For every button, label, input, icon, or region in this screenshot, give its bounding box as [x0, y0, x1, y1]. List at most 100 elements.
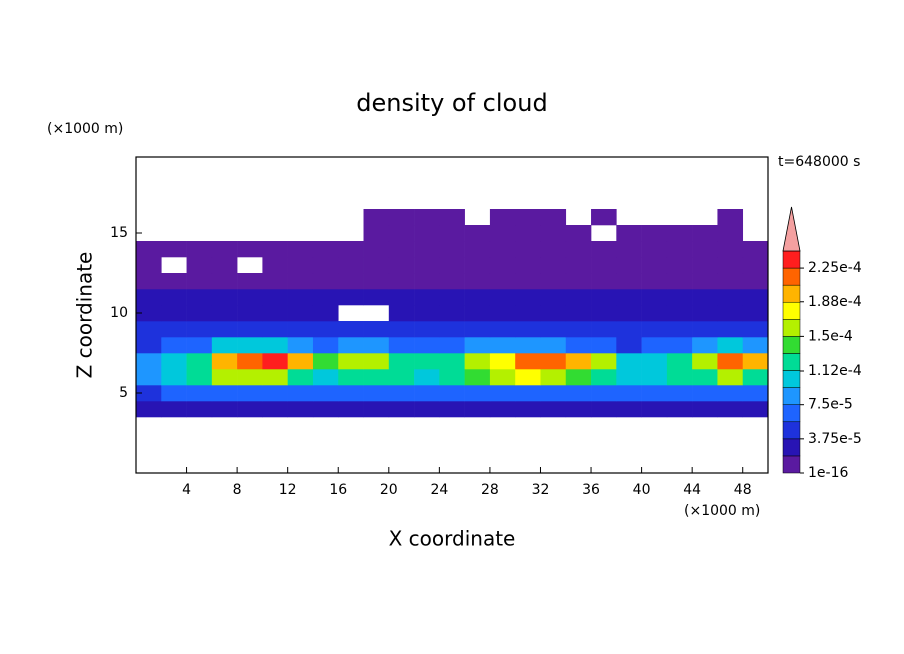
contour-cell [540, 209, 567, 226]
x-tick-label: 48 [734, 482, 752, 498]
contour-cell [388, 337, 415, 354]
contour-cell [464, 337, 491, 354]
contour-cell [540, 321, 567, 338]
contour-cell [338, 337, 364, 354]
contour-cell [489, 337, 516, 354]
plot-frame [135, 156, 769, 474]
contour-cell [565, 401, 592, 418]
contour-cell [641, 305, 668, 322]
x-tick-label: 4 [182, 482, 191, 498]
x-tick-label: 16 [329, 482, 347, 498]
contour-cell [692, 385, 718, 402]
contour-cell [641, 321, 668, 338]
contour-cell [616, 337, 642, 354]
contour-cell [717, 257, 744, 274]
x-tick-label: 40 [633, 482, 651, 498]
contour-cell [616, 369, 642, 386]
contour-cell [136, 305, 162, 322]
contour-cell [717, 337, 744, 354]
contour-cell [262, 337, 288, 354]
contour-cell [717, 305, 744, 322]
contour-cell [211, 385, 238, 402]
contour-cell [262, 241, 288, 258]
contour-cell [692, 225, 718, 242]
contour-cell [237, 289, 263, 306]
contour-cell [540, 273, 567, 290]
contour-cell [262, 321, 288, 338]
contour-cell [186, 385, 213, 402]
contour-cell [565, 337, 592, 354]
contour-cell [591, 209, 617, 226]
contour-cell [666, 401, 693, 418]
contour-cell [464, 305, 491, 322]
colorbar-tick-label: 1.12e-4 [808, 363, 862, 379]
contour-cell [388, 385, 415, 402]
contour-cell [414, 321, 440, 338]
contour-cell [464, 241, 491, 258]
contour-cell [641, 369, 668, 386]
contour-cell [312, 321, 339, 338]
y-tick-label: 10 [110, 305, 128, 321]
colorbar-over [782, 206, 801, 252]
contour-cell [515, 289, 541, 306]
colorbar-band [782, 301, 801, 320]
contour-cell [591, 353, 617, 370]
contour-cell [717, 321, 744, 338]
contour-cell [717, 241, 744, 258]
contour-cell [540, 289, 567, 306]
y-tick-label: 15 [110, 225, 128, 241]
contour-cell [338, 241, 364, 258]
contour-cell [742, 337, 769, 354]
contour-cell [641, 257, 668, 274]
colorbar-band [782, 404, 801, 423]
contour-cell [692, 337, 718, 354]
contour-cell [515, 385, 541, 402]
colorbar-tick-label: 7.5e-5 [808, 397, 853, 413]
contour-cell [136, 241, 162, 258]
contour-cell [136, 337, 162, 354]
contour-cell [161, 337, 187, 354]
contour-cell [515, 353, 541, 370]
contour-cell [237, 401, 263, 418]
contour-cell [489, 257, 516, 274]
contour-cell [287, 241, 314, 258]
contour-cell [464, 353, 491, 370]
contour-cell [161, 369, 187, 386]
contour-cell [565, 273, 592, 290]
x-tick-label: 20 [380, 482, 398, 498]
contour-cell [186, 321, 213, 338]
contour-cell [591, 369, 617, 386]
contour-cell [338, 273, 364, 290]
contour-cell [237, 241, 263, 258]
contour-cell [414, 385, 440, 402]
contour-cell [439, 321, 465, 338]
contour-cell [136, 273, 162, 290]
contour-cell [666, 337, 693, 354]
contour-cell [363, 337, 390, 354]
contour-cell [591, 385, 617, 402]
contour-cell [717, 289, 744, 306]
contour-cell [591, 241, 617, 258]
contour-cell [717, 273, 744, 290]
contour-cell [489, 401, 516, 418]
colorbar-tick-label: 3.75e-5 [808, 431, 862, 447]
contour-cell [565, 385, 592, 402]
contour-cell [464, 257, 491, 274]
contour-cell [439, 385, 465, 402]
contour-cell [363, 321, 390, 338]
contour-cell [338, 289, 364, 306]
contour-cell [414, 401, 440, 418]
contour-cell [591, 321, 617, 338]
contour-cell [136, 257, 162, 274]
contour-cell [515, 225, 541, 242]
contour-cell [641, 337, 668, 354]
contour-cell [439, 289, 465, 306]
contour-cell [464, 369, 491, 386]
contour-cell [591, 273, 617, 290]
contour-cell [136, 289, 162, 306]
contour-cell [237, 385, 263, 402]
contour-cell [287, 337, 314, 354]
contour-cell [489, 273, 516, 290]
contour-cell [312, 401, 339, 418]
contour-cell [414, 257, 440, 274]
